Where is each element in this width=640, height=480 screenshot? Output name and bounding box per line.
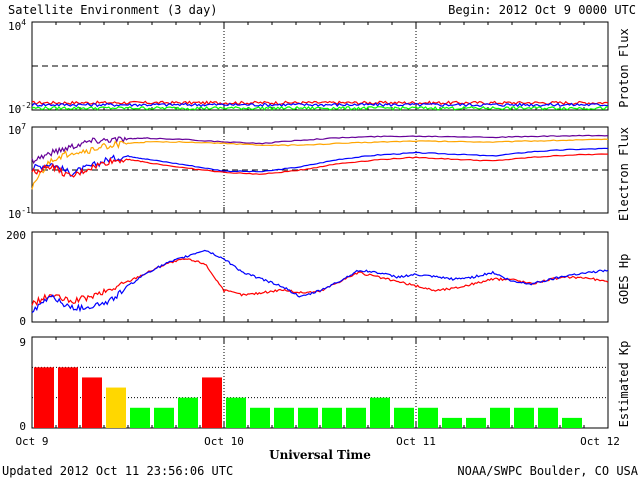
kp-bar <box>130 407 150 428</box>
begin-time: Begin: 2012 Oct 9 0000 UTC <box>448 3 636 17</box>
kp-bar <box>226 397 246 428</box>
kp-bar <box>58 367 78 428</box>
electron-flux-panel <box>31 126 609 214</box>
xtick-oct12: Oct 12 <box>580 435 620 448</box>
proton-flux-panel <box>31 21 609 111</box>
goes-ytick-bottom: 0 <box>19 315 26 328</box>
proton-series-line <box>31 100 609 106</box>
panel-frame <box>31 231 609 323</box>
kp-bar <box>178 397 198 428</box>
electron-flux-ylabel: Electron Flux <box>617 127 631 221</box>
kp-ytick-top: 9 <box>19 336 26 349</box>
kp-bar <box>538 407 558 428</box>
goes-hp-series-line <box>31 249 609 314</box>
electron-ytick-top: 107 <box>8 122 26 137</box>
kp-bar <box>394 407 414 428</box>
proton-series-line <box>31 105 608 111</box>
electron-ytick-bottom: 10-1 <box>8 206 31 221</box>
kp-ytick-bottom: 0 <box>19 420 26 433</box>
kp-bar <box>106 387 126 428</box>
goes-hp-ylabel: GOES Hp <box>617 254 631 305</box>
kp-bar <box>490 407 510 428</box>
kp-bar <box>274 407 294 428</box>
kp-bar <box>298 407 318 428</box>
goes-ytick-top: 200 <box>6 229 26 242</box>
goes-hp-panel <box>31 231 609 323</box>
kp-bar <box>34 367 54 428</box>
xtick-oct9: Oct 9 <box>15 435 48 448</box>
goes-hp-series-line <box>31 258 609 307</box>
kp-bar <box>562 417 582 428</box>
kp-bar <box>370 397 390 428</box>
kp-bar <box>418 407 438 428</box>
kp-bar <box>82 377 102 428</box>
estimated-kp-panel <box>31 336 609 429</box>
updated-timestamp: Updated 2012 Oct 11 23:56:06 UTC <box>2 464 233 478</box>
electron-series-line <box>31 147 609 177</box>
electron-series-line <box>31 134 609 165</box>
proton-series-line <box>31 102 609 108</box>
kp-bar <box>514 407 534 428</box>
proton-ytick-bottom: 10-2 <box>8 101 31 116</box>
xtick-oct10: Oct 10 <box>204 435 244 448</box>
proton-flux-ylabel: Proton Flux <box>617 28 631 107</box>
credit-line: NOAA/SWPC Boulder, CO USA <box>457 464 638 478</box>
chart-title: Satellite Environment (3 day) <box>8 3 218 17</box>
electron-series-line <box>31 138 609 190</box>
kp-bar <box>346 407 366 428</box>
x-axis-label: Universal Time <box>269 448 371 462</box>
panel-frame <box>31 21 609 111</box>
kp-bar <box>154 407 174 428</box>
kp-bar <box>322 407 342 428</box>
kp-bar <box>250 407 270 428</box>
electron-series-line <box>31 153 608 178</box>
kp-bar <box>202 377 222 428</box>
proton-ytick-top: 104 <box>8 18 26 33</box>
kp-bar <box>466 417 486 428</box>
xtick-oct11: Oct 11 <box>396 435 436 448</box>
kp-bar <box>442 417 462 428</box>
estimated-kp-ylabel: Estimated Kp <box>617 341 631 428</box>
